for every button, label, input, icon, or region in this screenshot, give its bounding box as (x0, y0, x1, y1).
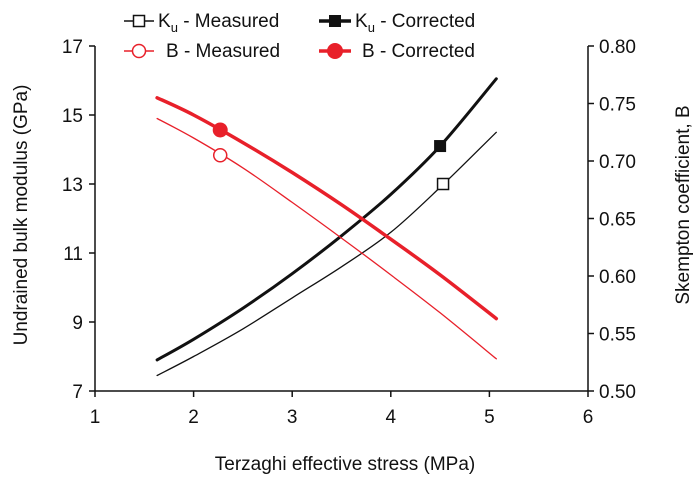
series-marker-b-corrected (212, 122, 228, 138)
legend-item-b-corrected: B - Corrected (319, 41, 475, 62)
y-left-tick-label: 7 (72, 382, 83, 403)
series-line-ku-measured (156, 131, 497, 377)
y-axis-left-title: Undrained bulk modulus (GPa) (11, 85, 32, 346)
series-line-b-measured (156, 117, 497, 360)
legend-item-ku-corrected: Ku - Corrected (319, 11, 475, 35)
y-left-tick-label: 9 (72, 313, 83, 334)
x-tick-label: 6 (583, 407, 594, 428)
legend-marker-ku-corrected (329, 15, 341, 27)
y-left-tick-label: 13 (62, 175, 83, 196)
x-tick-label: 4 (386, 407, 397, 428)
legend-ku-measured-sub: u (171, 20, 178, 35)
y-left-tick-label: 17 (62, 37, 83, 58)
y-left-tick-label: 11 (63, 244, 83, 265)
series-line-b-corrected (155, 96, 499, 321)
x-tick-label: 2 (188, 407, 199, 428)
legend-label-b-corrected: B - Corrected (362, 41, 475, 62)
legend-label-ku-corrected: Ku - Corrected (355, 11, 475, 35)
legend-marker-b-corrected (327, 43, 343, 59)
legend-marker-b-measured (131, 43, 147, 59)
x-tick-label: 5 (484, 407, 495, 428)
series-layer (155, 77, 499, 377)
x-tick-label: 3 (287, 407, 298, 428)
legend-ku-measured-rest: - Measured (178, 11, 279, 32)
plot-frame (94, 46, 589, 392)
legend-ku-corrected-rest: - Corrected (375, 11, 475, 32)
legend-ku-corrected-main: K (355, 11, 368, 32)
series-marker-ku-corrected (434, 140, 447, 153)
ticks-layer: 1 2 3 4 5 6 7 9 11 13 15 17 0.50 0.55 0.60 0.65 0.70 0.75… (62, 37, 636, 428)
y-right-tick-label: 0.65 (599, 210, 636, 231)
legend: Ku - Measured Ku - Corrected B - Measure… (124, 11, 475, 62)
x-axis-title: Terzaghi effective stress (MPa) (215, 454, 475, 475)
series-marker-b-measured (212, 148, 228, 163)
y-right-tick-label: 0.75 (599, 95, 636, 116)
y-right-tick-label: 0.80 (599, 37, 636, 58)
legend-item-ku-measured: Ku - Measured (124, 11, 279, 35)
legend-ku-corrected-sub: u (368, 20, 375, 35)
legend-ku-measured-main: K (158, 11, 171, 32)
x-tick-label: 1 (90, 407, 101, 428)
y-right-tick-label: 0.50 (599, 382, 636, 403)
legend-marker-ku-measured (132, 14, 146, 28)
series-marker-ku-measured (436, 177, 450, 191)
y-right-tick-label: 0.70 (599, 152, 636, 173)
y-left-tick-label: 15 (62, 106, 83, 127)
y-right-tick-label: 0.60 (599, 267, 636, 288)
y-right-tick-label: 0.55 (599, 325, 636, 346)
legend-label-b-measured: B - Measured (166, 41, 280, 62)
y-axis-right-title: Skempton coefficient, B (673, 105, 694, 304)
legend-label-ku-measured: Ku - Measured (158, 11, 279, 35)
legend-item-b-measured: B - Measured (124, 41, 280, 62)
